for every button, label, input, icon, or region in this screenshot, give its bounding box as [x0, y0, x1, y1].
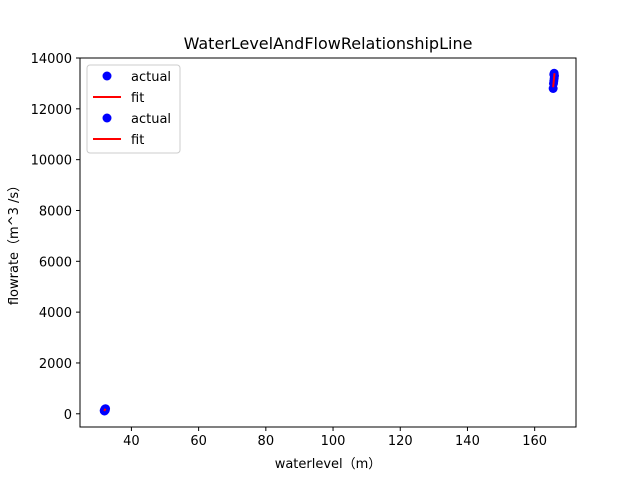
- y-axis-label: flowrate（m^3 /s）: [7, 179, 22, 305]
- x-tick-label: 40: [123, 434, 140, 449]
- legend-label: actual: [131, 112, 171, 127]
- y-tick-label: 12000: [31, 103, 72, 118]
- x-tick-label: 120: [388, 434, 413, 449]
- legend-actual-marker: [102, 71, 112, 81]
- y-tick-label: 8000: [39, 204, 72, 219]
- legend-actual-marker: [102, 113, 112, 123]
- x-axis-label: waterlevel（m）: [275, 457, 382, 472]
- y-tick-label: 0: [64, 408, 72, 423]
- x-tick-label: 60: [190, 434, 207, 449]
- y-tick-label: 10000: [31, 154, 72, 169]
- plot-frame: [79, 57, 577, 428]
- fit-line: [552, 73, 556, 88]
- legend-label: fit: [131, 133, 144, 148]
- fit-line: [103, 408, 107, 412]
- legend-label: fit: [131, 91, 144, 106]
- y-tick-label: 6000: [39, 255, 72, 270]
- y-tick-label: 14000: [31, 52, 72, 67]
- plot-layer: 40 60 80 100 120 140 160 0 2000 4000 6000 8000 10000…: [31, 52, 577, 449]
- chart-title: WaterLevelAndFlowRelationshipLine: [184, 34, 473, 53]
- x-tick-label: 100: [321, 434, 346, 449]
- legend-label: actual: [131, 70, 171, 85]
- x-tick-label: 140: [455, 434, 480, 449]
- legend: actual fit actual fit: [86, 64, 181, 154]
- x-tick-label: 80: [258, 434, 275, 449]
- x-tick-label: 160: [522, 434, 547, 449]
- y-tick-label: 4000: [39, 306, 72, 321]
- legend-box: [86, 64, 181, 154]
- y-tick-label: 2000: [39, 357, 72, 372]
